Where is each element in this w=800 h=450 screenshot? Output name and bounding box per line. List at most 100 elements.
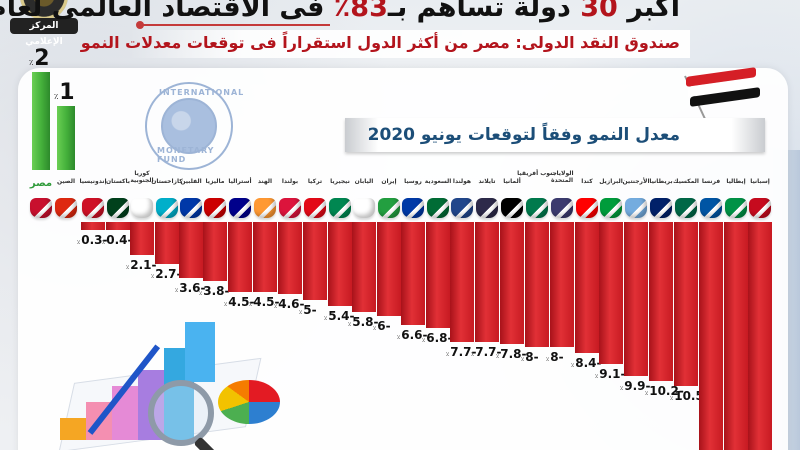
value-label: ٪0.3- bbox=[77, 233, 108, 247]
chart-title-box bbox=[345, 118, 765, 152]
country-flag-icon bbox=[650, 198, 672, 218]
country-flag-icon bbox=[501, 198, 523, 218]
value-label: ٪4.6- bbox=[274, 296, 305, 311]
negative-growth-bar bbox=[525, 222, 549, 347]
negative-growth-bar bbox=[550, 222, 574, 347]
country-flag-icon bbox=[131, 198, 153, 218]
negative-growth-bar bbox=[674, 222, 698, 386]
country-flag-icon bbox=[156, 198, 178, 218]
country-label: روسيا bbox=[404, 178, 422, 185]
negative-growth-bar bbox=[575, 222, 599, 354]
country-label: هولندا bbox=[452, 178, 472, 185]
negative-growth-bar bbox=[748, 222, 772, 450]
title-divider bbox=[140, 24, 330, 26]
country-flag-icon bbox=[725, 198, 747, 218]
country-flag-icon bbox=[700, 198, 722, 218]
country-label: الأرجنتين bbox=[622, 178, 650, 185]
country-flag-icon bbox=[82, 198, 104, 218]
country-label: كندا bbox=[581, 178, 593, 185]
country-label: إيطاليا bbox=[726, 178, 746, 185]
imf-seal-bottom-text: MONETARY FUND bbox=[157, 146, 215, 164]
negative-growth-bar bbox=[203, 222, 227, 282]
value-label: ٪7.7- bbox=[471, 345, 502, 360]
value-label: ٪5.8- bbox=[348, 315, 379, 330]
country-label: الصين bbox=[56, 178, 76, 185]
country-label: إندونيسيا bbox=[79, 178, 107, 185]
page-title: أكبر 30 دولة تساهم بـ83٪ فى الاقتصاد الع… bbox=[0, 0, 681, 23]
page-subtitle: صندوق النقد الدولى: مصر من أكثر الدول اس… bbox=[80, 33, 680, 52]
globe-icon bbox=[161, 98, 217, 154]
positive-growth-bar bbox=[32, 72, 50, 170]
imf-seal-top-text: INTERNATIONAL bbox=[159, 88, 245, 97]
negative-growth-bar bbox=[401, 222, 425, 325]
country-flag-icon bbox=[30, 198, 52, 218]
country-label: الهند bbox=[257, 178, 273, 185]
header: المركز الإعلامي أكبر 30 دولة تساهم بـ83٪… bbox=[0, 0, 800, 62]
value-label: ٪6- bbox=[373, 318, 391, 333]
title-suffix: فى الاقتصاد العالمى لعام 2020 bbox=[0, 0, 325, 23]
country-flag-icon bbox=[576, 198, 598, 218]
country-label: بولندا bbox=[281, 178, 299, 185]
country-label: إيران bbox=[381, 178, 397, 185]
title-prefix: أكبر bbox=[617, 0, 680, 23]
pie-chart-graphic bbox=[218, 380, 280, 424]
negative-growth-bar bbox=[81, 222, 105, 230]
country-label: مصر bbox=[29, 178, 53, 189]
country-flag-icon bbox=[353, 198, 375, 218]
negative-growth-bar bbox=[106, 222, 130, 230]
title-divider-dot bbox=[136, 21, 144, 29]
country-label: إسبانيا bbox=[750, 178, 770, 185]
country-label: الولايات المتحدة bbox=[550, 170, 574, 184]
country-flag-icon bbox=[526, 198, 548, 218]
country-flag-icon bbox=[55, 198, 77, 218]
country-label: ألمانيا bbox=[503, 178, 521, 185]
country-flag-icon bbox=[204, 198, 226, 218]
country-flag-icon bbox=[180, 198, 202, 218]
country-flag-icon bbox=[107, 198, 129, 218]
emblem-icon bbox=[20, 0, 68, 20]
country-label: تايلاند bbox=[478, 178, 496, 185]
country-flag-icon bbox=[625, 198, 647, 218]
negative-growth-bar bbox=[500, 222, 524, 344]
negative-growth-bar bbox=[624, 222, 648, 377]
country-flag-icon bbox=[451, 198, 473, 218]
chart-title: معدل النمو وفقاً لتوقعات يونيو 2020 bbox=[367, 125, 680, 145]
country-label: المكسيك bbox=[673, 178, 699, 185]
title-percentage: 83٪ bbox=[333, 0, 389, 23]
value-label: ٪2.1- bbox=[126, 257, 157, 272]
value-label: ٪1 bbox=[54, 80, 75, 105]
country-label: نيجيريا bbox=[330, 178, 350, 185]
logo-text: المركز الإعلامي bbox=[10, 18, 78, 47]
negative-growth-bar bbox=[130, 222, 154, 255]
value-label: ٪9.1- bbox=[595, 366, 626, 381]
negative-growth-bar bbox=[278, 222, 302, 294]
value-label: ٪6.8- bbox=[422, 331, 453, 346]
value-label: ٪9.9- bbox=[620, 379, 651, 394]
value-label: ٪0.4- bbox=[102, 233, 133, 247]
negative-growth-bar bbox=[377, 222, 401, 316]
country-flag-icon bbox=[749, 198, 771, 218]
media-center-logo: المركز الإعلامي bbox=[8, 0, 78, 50]
value-label: ٪4.5- bbox=[224, 295, 255, 310]
negative-growth-bar bbox=[475, 222, 499, 343]
negative-growth-bar bbox=[352, 222, 376, 313]
country-flag-icon bbox=[254, 198, 276, 218]
country-flag-icon bbox=[476, 198, 498, 218]
value-label: ٪3.8- bbox=[199, 284, 230, 299]
value-label: ٪8- bbox=[546, 349, 564, 364]
country-label: جنوب أفريقيا bbox=[517, 170, 557, 177]
country-label: أستراليا bbox=[228, 178, 252, 185]
negative-growth-bar bbox=[724, 222, 748, 450]
country-flag-icon bbox=[675, 198, 697, 218]
value-label: ٪6.6- bbox=[397, 327, 428, 342]
value-label: ٪8- bbox=[521, 349, 539, 364]
negative-growth-bar bbox=[303, 222, 327, 300]
country-label: تركيا bbox=[307, 178, 323, 185]
value-label: ٪10.2- bbox=[645, 384, 684, 399]
bar-step-graphic bbox=[185, 322, 215, 382]
country-label: الفلبين bbox=[180, 178, 202, 185]
negative-growth-bar bbox=[328, 222, 352, 307]
country-label: باكستان bbox=[106, 178, 130, 185]
negative-growth-bar bbox=[450, 222, 474, 343]
